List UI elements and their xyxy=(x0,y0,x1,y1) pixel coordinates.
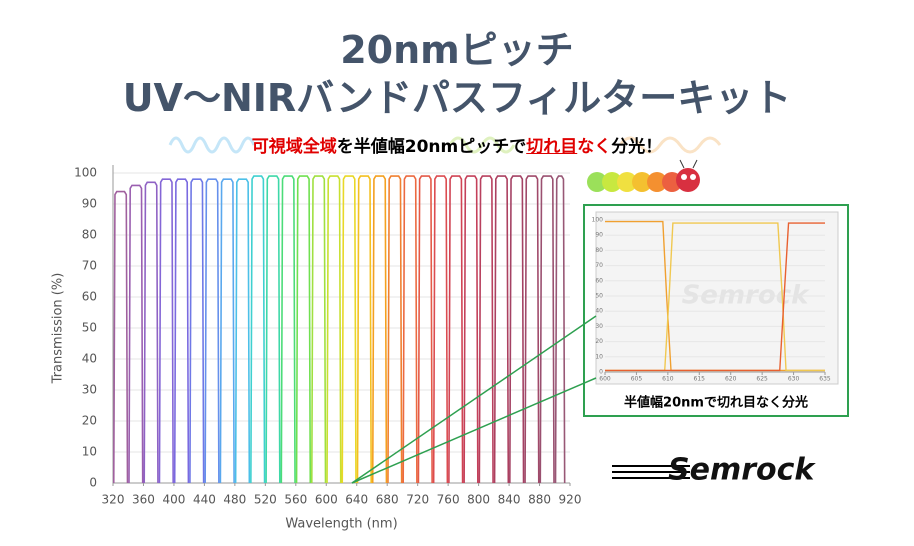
x-tick-label: 600 xyxy=(315,493,338,507)
x-axis-label: Wavelength (nm) xyxy=(285,517,397,532)
band-curve xyxy=(539,175,555,484)
y-tick-label: 100 xyxy=(592,217,604,224)
band-curve xyxy=(310,175,327,484)
zoom-line xyxy=(351,315,597,484)
logo: Semrock xyxy=(612,453,816,488)
y-tick-label: 20 xyxy=(82,414,97,428)
y-tick-label: 10 xyxy=(82,445,97,459)
x-tick-label: 560 xyxy=(284,493,307,507)
subtitle-part: 可視域全域 xyxy=(251,137,337,157)
band-curve xyxy=(356,175,373,484)
series-line xyxy=(605,222,825,372)
x-tick-label: 605 xyxy=(631,376,643,383)
y-tick-label: 70 xyxy=(82,259,97,273)
band-curve xyxy=(524,175,540,484)
x-tick-label: 620 xyxy=(725,376,737,383)
x-tick-label: 920 xyxy=(559,493,582,507)
band-curve xyxy=(143,181,159,484)
y-tick-label: 30 xyxy=(595,323,603,330)
band-curve xyxy=(478,175,494,484)
x-tick-label: 600 xyxy=(599,376,611,383)
x-tick-label: 840 xyxy=(498,493,521,507)
band-curve xyxy=(204,178,220,484)
y-tick-label: 80 xyxy=(595,247,603,254)
x-tick-label: 625 xyxy=(756,376,768,383)
band-curve xyxy=(265,175,281,484)
band-curve xyxy=(554,175,566,484)
y-tick-label: 10 xyxy=(595,353,603,360)
y-tick-label: 30 xyxy=(82,383,97,397)
subtitle-part: 切れ目 xyxy=(526,137,578,157)
band-curve xyxy=(448,175,464,484)
x-tick-label: 480 xyxy=(223,493,246,507)
x-tick-label: 800 xyxy=(467,493,490,507)
band-curve xyxy=(234,178,251,484)
y-tick-label: 0 xyxy=(599,369,603,376)
zoom-line xyxy=(351,377,597,484)
y-tick-label: 20 xyxy=(595,338,603,345)
wave-decoration xyxy=(168,136,722,154)
y-tick-label: 90 xyxy=(595,232,603,239)
x-tick-label: 610 xyxy=(662,376,674,383)
band-curve xyxy=(371,175,388,484)
subtitle-part: 分光！ xyxy=(611,137,663,157)
y-tick-label: 90 xyxy=(82,197,97,211)
title-line: 20nmピッチ xyxy=(340,28,574,72)
subtitle: 可視域全域を半値幅20nmピッチで切れ目なく分光！ xyxy=(0,132,914,157)
x-tick-label: 635 xyxy=(819,376,831,383)
y-tick-label: 60 xyxy=(595,277,603,284)
y-tick-label: 40 xyxy=(595,308,603,315)
band-curve xyxy=(189,178,205,484)
band-curve xyxy=(280,175,296,484)
y-tick-label: 50 xyxy=(82,321,97,335)
y-tick-label: 100 xyxy=(74,166,97,180)
x-tick-label: 320 xyxy=(102,493,125,507)
x-tick-label: 640 xyxy=(345,493,368,507)
band-curve xyxy=(432,175,449,484)
x-tick-label: 760 xyxy=(437,493,460,507)
x-tick-label: 400 xyxy=(162,493,185,507)
x-tick-label: 360 xyxy=(132,493,155,507)
band-curve xyxy=(128,184,144,484)
x-tick-label: 440 xyxy=(193,493,216,507)
x-tick-label: 880 xyxy=(528,493,551,507)
x-tick-label: 630 xyxy=(788,376,800,383)
x-tick-label: 720 xyxy=(406,493,429,507)
inset-caption: 半値幅20nmで切れ目なく分光 xyxy=(624,395,808,411)
band-curve xyxy=(341,175,357,484)
title-line: UV～NIRバンドパスフィルターキット xyxy=(122,76,792,120)
y-tick-label: 70 xyxy=(595,262,603,269)
band-curve xyxy=(509,175,525,484)
band-curve xyxy=(493,175,510,484)
band-curve xyxy=(295,175,312,484)
band-curve xyxy=(112,190,129,484)
y-tick-label: 80 xyxy=(82,228,97,242)
x-tick-label: 680 xyxy=(376,493,399,507)
x-tick-label: 520 xyxy=(254,493,277,507)
band-curve xyxy=(463,175,479,484)
x-tick-label: 615 xyxy=(694,376,706,383)
inset-plot-bg xyxy=(595,211,839,385)
y-tick-label: 40 xyxy=(82,352,97,366)
subtitle-part: を半値幅20nmピッチで xyxy=(336,137,527,157)
y-tick-label: 0 xyxy=(89,476,97,490)
band-curve xyxy=(326,175,342,484)
caterpillar-icon xyxy=(587,159,700,192)
band-curve xyxy=(417,175,433,484)
y-tick-label: 50 xyxy=(595,293,603,300)
y-axis-label: Transmission (%) xyxy=(51,273,66,385)
band-curve xyxy=(219,178,235,484)
band-curve xyxy=(250,175,266,484)
band-curve xyxy=(158,178,174,484)
band-curve xyxy=(387,175,403,484)
logo-text: Semrock xyxy=(668,453,816,488)
series-line xyxy=(605,222,825,372)
band-curve xyxy=(402,175,418,484)
subtitle-part: なく xyxy=(577,137,612,157)
y-tick-label: 60 xyxy=(82,290,97,304)
band-curve xyxy=(173,178,190,484)
